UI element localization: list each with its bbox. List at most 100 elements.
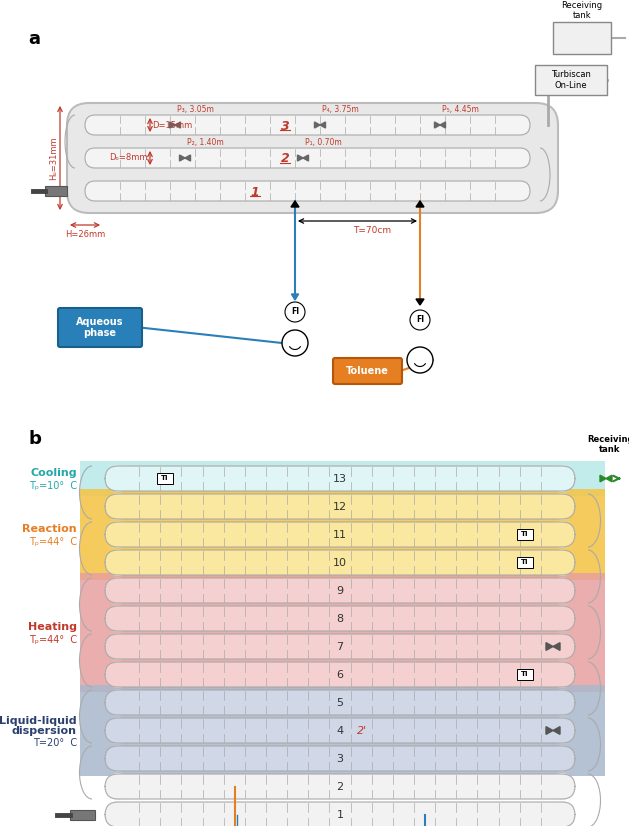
Circle shape [85,115,105,135]
Circle shape [105,606,131,632]
Text: FI: FI [416,316,424,325]
FancyBboxPatch shape [67,125,558,191]
Circle shape [549,718,575,744]
Bar [80,685,605,776]
Circle shape [105,801,131,826]
FancyBboxPatch shape [105,786,575,787]
Circle shape [549,690,575,716]
Polygon shape [416,299,424,305]
Circle shape [549,494,575,520]
FancyBboxPatch shape [105,646,575,647]
Text: Tₚ=10°  C: Tₚ=10° C [29,481,77,491]
Circle shape [549,662,575,688]
FancyBboxPatch shape [118,662,562,687]
Circle shape [510,181,530,201]
Circle shape [410,310,430,330]
Bar [45,186,67,196]
Text: P₂, 1.40m: P₂, 1.40m [187,138,224,147]
Circle shape [105,745,131,771]
FancyBboxPatch shape [105,590,575,591]
Circle shape [105,549,131,575]
Polygon shape [314,122,320,128]
Text: b: b [28,430,41,448]
Circle shape [514,169,558,213]
Circle shape [549,521,575,547]
FancyBboxPatch shape [118,634,562,659]
Circle shape [105,773,131,799]
Circle shape [105,493,131,519]
Polygon shape [435,122,440,128]
Text: TI: TI [521,559,529,566]
FancyBboxPatch shape [58,308,142,347]
FancyBboxPatch shape [333,358,402,384]
Polygon shape [553,727,560,734]
Text: a: a [28,30,40,48]
Circle shape [510,148,530,168]
Circle shape [510,181,530,201]
Circle shape [549,606,575,632]
Circle shape [105,633,131,659]
Text: TI: TI [521,531,529,538]
Text: FI: FI [291,307,299,316]
Text: Hᵤ=31mm: Hᵤ=31mm [49,136,58,180]
Text: 1: 1 [250,186,259,198]
FancyBboxPatch shape [105,702,575,703]
FancyBboxPatch shape [118,522,562,547]
FancyBboxPatch shape [105,730,575,731]
Bar [70,809,95,819]
Text: 7: 7 [337,642,343,652]
Circle shape [549,577,575,603]
Text: Liquid-liquid: Liquid-liquid [0,715,77,725]
FancyBboxPatch shape [118,606,562,631]
Text: dispersion: dispersion [12,727,77,737]
Bar [80,489,605,580]
FancyBboxPatch shape [118,578,562,603]
Polygon shape [546,727,553,734]
Circle shape [105,521,131,547]
Text: H=26mm: H=26mm [65,230,105,239]
Polygon shape [175,122,181,128]
Circle shape [549,466,575,492]
Circle shape [549,550,575,576]
Text: P₁, 0.70m: P₁, 0.70m [305,138,342,147]
Text: 6: 6 [337,670,343,680]
FancyBboxPatch shape [105,562,575,563]
FancyBboxPatch shape [105,506,575,507]
Polygon shape [416,201,424,207]
Text: P₃, 3.05m: P₃, 3.05m [177,105,214,114]
Polygon shape [291,294,299,300]
FancyBboxPatch shape [118,774,562,799]
Text: D=15mm: D=15mm [152,121,192,130]
Circle shape [105,774,131,800]
Polygon shape [440,122,445,128]
Text: P₅, 4.45m: P₅, 4.45m [442,105,479,114]
Circle shape [549,549,575,575]
Polygon shape [600,475,606,482]
Circle shape [105,689,131,715]
Circle shape [67,169,111,213]
Polygon shape [169,122,175,128]
FancyBboxPatch shape [118,690,562,715]
Circle shape [549,578,575,604]
Circle shape [549,605,575,631]
FancyBboxPatch shape [118,550,562,575]
FancyBboxPatch shape [118,802,562,826]
Circle shape [549,774,575,800]
Circle shape [105,662,131,688]
Text: 10: 10 [333,558,347,567]
Circle shape [510,148,530,168]
FancyBboxPatch shape [95,148,520,168]
Text: T=20°  C: T=20° C [33,738,77,748]
Text: 8: 8 [337,614,343,624]
Text: 3: 3 [337,753,343,763]
Polygon shape [291,201,299,207]
Text: 9: 9 [337,586,343,596]
FancyBboxPatch shape [89,103,536,213]
Circle shape [285,302,305,322]
Text: Aqueous
phase: Aqueous phase [76,316,124,339]
Circle shape [407,347,433,373]
FancyBboxPatch shape [118,746,562,771]
Polygon shape [303,155,308,161]
Text: 12: 12 [333,501,347,511]
FancyBboxPatch shape [105,814,575,815]
